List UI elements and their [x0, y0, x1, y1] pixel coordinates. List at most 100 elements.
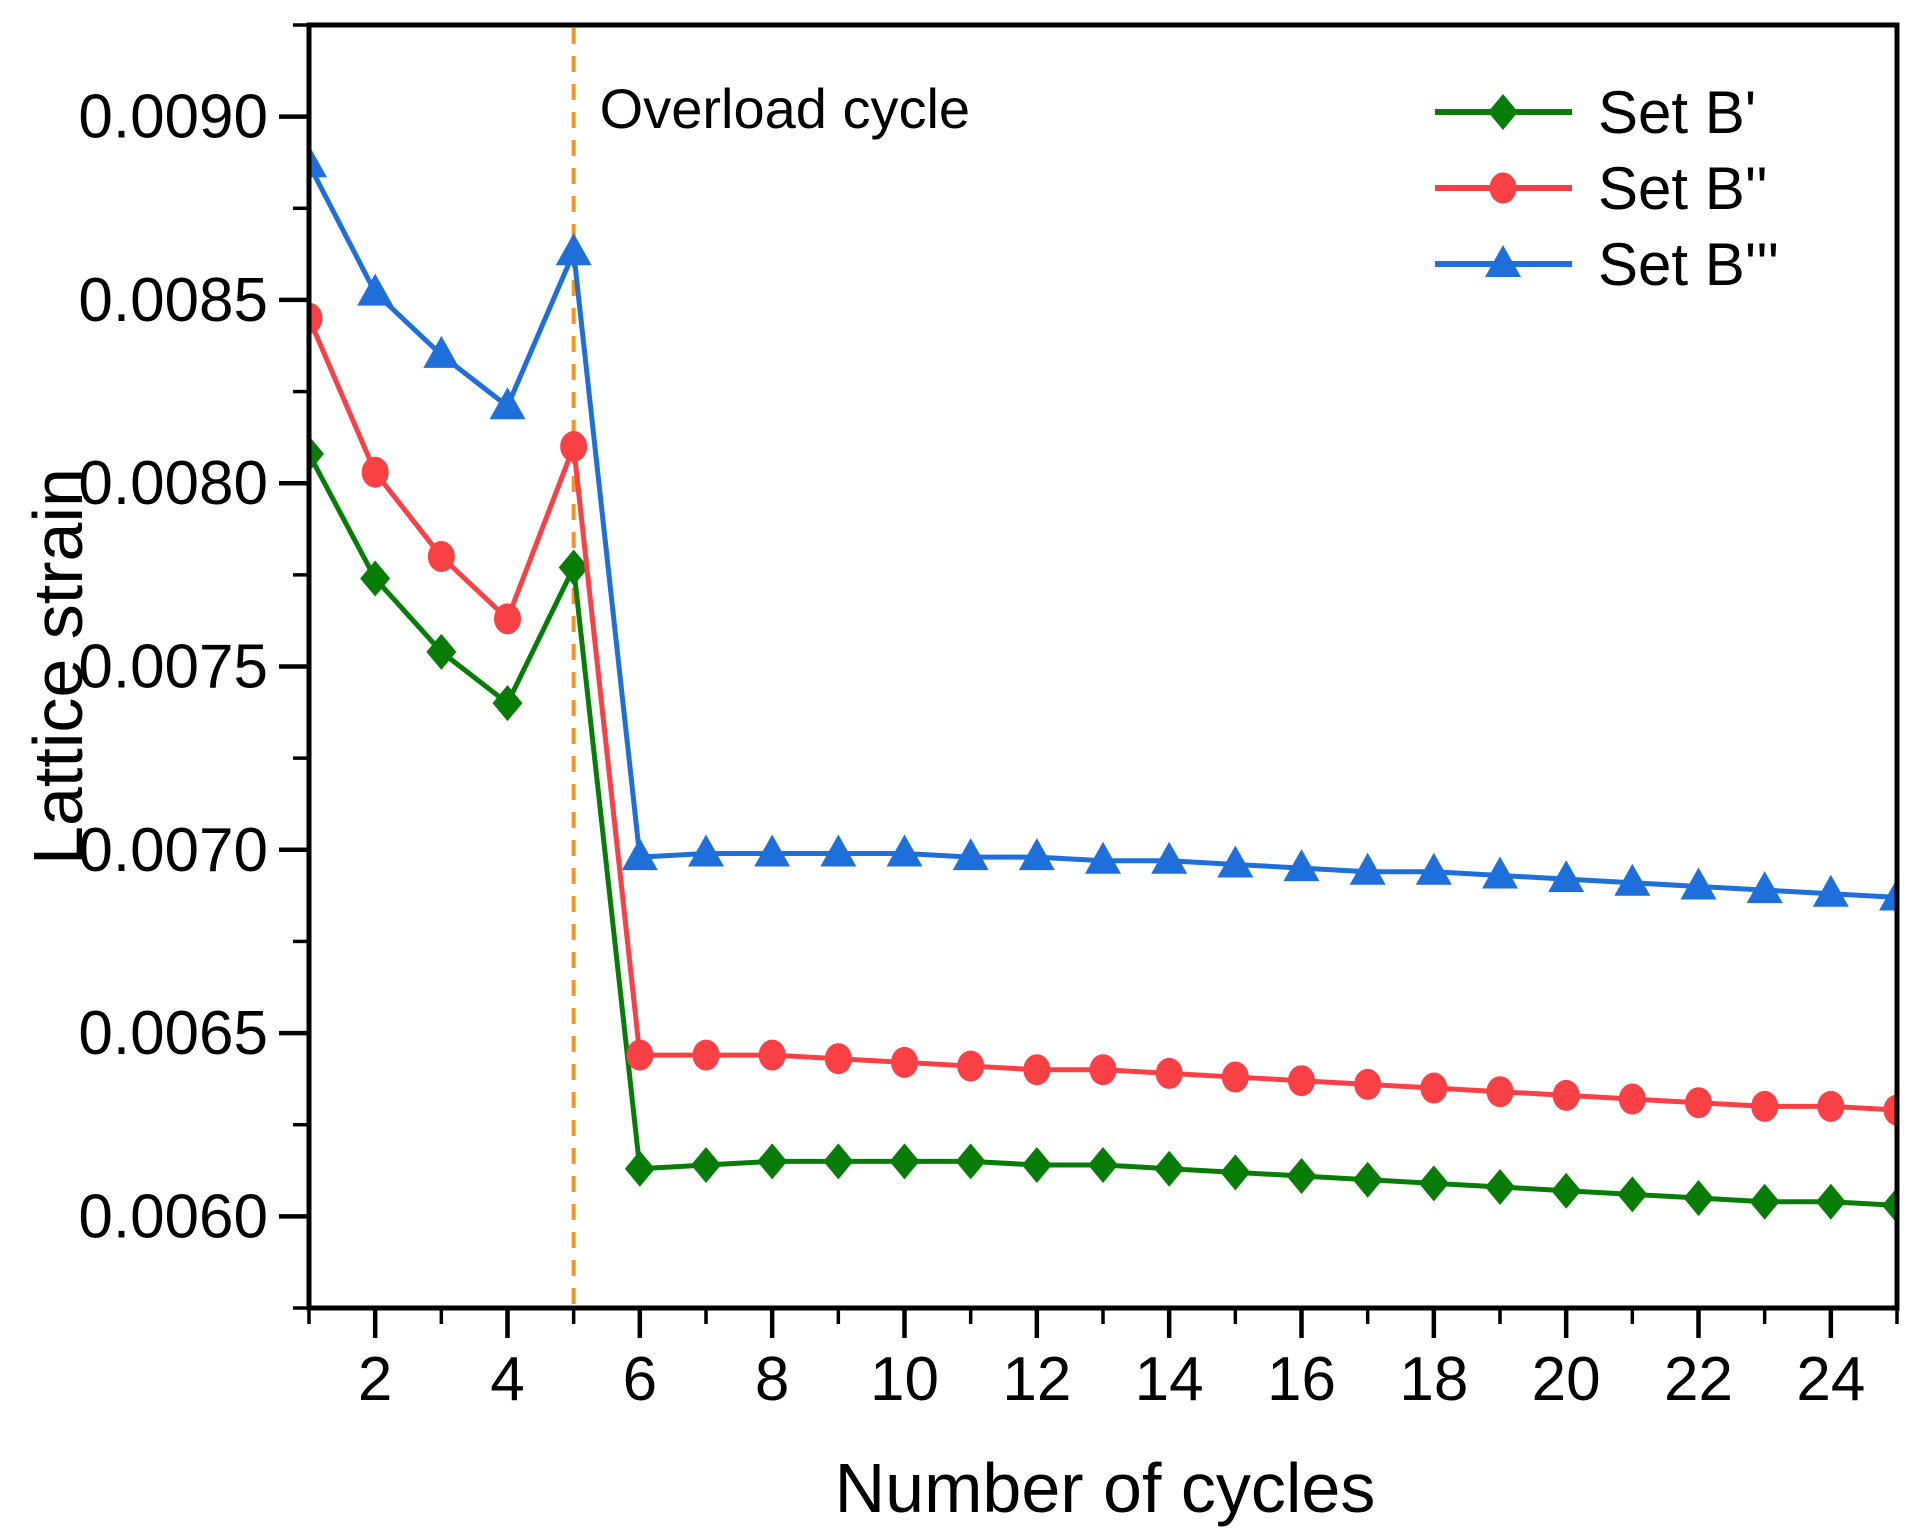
y-tick-label: 0.0060 [78, 1182, 268, 1251]
circle-marker [692, 1039, 720, 1071]
diamond-marker [1220, 1154, 1251, 1191]
x-tick-label: 16 [1267, 1345, 1336, 1414]
triangle-marker [1151, 841, 1188, 874]
legend-item-3: Set B''' [1435, 231, 1779, 298]
diamond-marker [360, 560, 391, 597]
x-axis-title: Number of cycles [835, 1449, 1376, 1527]
circle-marker [957, 1050, 985, 1082]
triangle-marker [357, 273, 394, 306]
diamond-marker [1683, 1180, 1714, 1217]
triangle-marker [1746, 871, 1783, 904]
triangle-marker [1085, 841, 1121, 874]
triangle-marker [1614, 863, 1651, 896]
triangle-marker [1879, 878, 1897, 911]
x-tick-label: 12 [1002, 1345, 1071, 1414]
triangle-marker [688, 834, 724, 867]
diamond-marker [1485, 1169, 1515, 1206]
diamond-marker [889, 1143, 920, 1180]
diamond-marker [1749, 1183, 1780, 1220]
triangle-marker [621, 838, 658, 871]
y-axis-title: Lattice strain [19, 468, 97, 865]
legend-diamond-icon [1488, 94, 1518, 130]
legend: Set B' Set B'' Set B''' [1435, 79, 1779, 298]
triangle-marker [1283, 849, 1320, 882]
x-tick-label: 6 [623, 1345, 657, 1414]
triangle-marker [754, 834, 791, 867]
legend-label: Set B'' [1598, 155, 1768, 222]
triangle-marker [1415, 852, 1452, 885]
x-tick-label: 10 [870, 1345, 939, 1414]
diamond-marker [1154, 1150, 1185, 1187]
triangle-marker [1680, 867, 1717, 900]
circle-marker [1354, 1068, 1382, 1100]
legend-item-1: Set B' [1435, 79, 1756, 146]
diamond-marker [426, 633, 457, 670]
series-3 [309, 145, 1897, 911]
diamond-marker [955, 1143, 986, 1180]
diamond-marker [1352, 1161, 1383, 1198]
circle-marker [1685, 1087, 1712, 1119]
y-tick-label: 0.0070 [78, 816, 268, 885]
circle-marker [1552, 1079, 1580, 1111]
x-tick-label: 22 [1664, 1345, 1733, 1414]
legend-item-2: Set B'' [1435, 155, 1768, 222]
diamond-marker [1286, 1158, 1317, 1195]
x-tick-label: 24 [1796, 1345, 1865, 1414]
legend-circle-icon [1489, 172, 1517, 204]
circle-marker [1751, 1090, 1779, 1122]
axis-ticks [279, 23, 1899, 1338]
x-tick-label: 2 [358, 1345, 392, 1414]
circle-marker [1420, 1072, 1448, 1104]
triangle-marker [886, 834, 923, 867]
diamond-marker [1617, 1176, 1648, 1213]
circle-marker [494, 603, 521, 635]
circle-marker [1221, 1061, 1249, 1093]
triangle-marker [423, 335, 460, 368]
y-tick-label: 0.0090 [78, 83, 268, 152]
diamond-marker [1418, 1165, 1449, 1202]
diamond-marker [558, 549, 589, 586]
triangle-marker [1018, 838, 1055, 871]
triangle-marker [1548, 860, 1585, 893]
circle-marker [1089, 1054, 1117, 1086]
circle-marker [1486, 1076, 1514, 1108]
series-2 [309, 302, 1897, 1126]
circle-marker [361, 456, 389, 488]
circle-marker [1288, 1065, 1315, 1097]
triangle-marker [489, 387, 526, 420]
x-tick-label: 4 [490, 1345, 524, 1414]
y-tick-label: 0.0075 [78, 633, 268, 702]
circle-marker [1618, 1083, 1646, 1115]
x-tick-label: 18 [1399, 1345, 1468, 1414]
y-tick-label: 0.0080 [78, 449, 268, 518]
overload-cycle-label: Overload cycle [600, 77, 970, 140]
circle-marker [1817, 1090, 1845, 1122]
circle-marker [1155, 1057, 1183, 1089]
diamond-marker [1815, 1183, 1846, 1220]
circle-marker [427, 541, 455, 573]
x-tick-label: 8 [755, 1345, 789, 1414]
y-tick-label: 0.0065 [78, 999, 268, 1068]
diamond-marker [309, 435, 324, 472]
triangle-marker [1482, 856, 1518, 889]
diamond-marker [1021, 1147, 1052, 1184]
diamond-marker [691, 1147, 721, 1184]
x-tick-label: 20 [1532, 1345, 1601, 1414]
legend-label: Set B''' [1598, 231, 1779, 298]
circle-marker [891, 1046, 918, 1078]
triangle-marker [820, 834, 857, 867]
triangle-marker [555, 233, 592, 266]
y-tick-label: 0.0085 [78, 266, 268, 335]
triangle-marker [1349, 852, 1386, 885]
circle-marker [1023, 1054, 1051, 1086]
diamond-marker [1551, 1172, 1582, 1209]
diamond-marker [1088, 1147, 1118, 1184]
diamond-marker [1882, 1187, 1897, 1224]
circle-marker [1883, 1094, 1897, 1126]
diamond-marker [823, 1143, 854, 1180]
legend-triangle-icon [1485, 245, 1521, 277]
circle-marker [758, 1039, 786, 1071]
